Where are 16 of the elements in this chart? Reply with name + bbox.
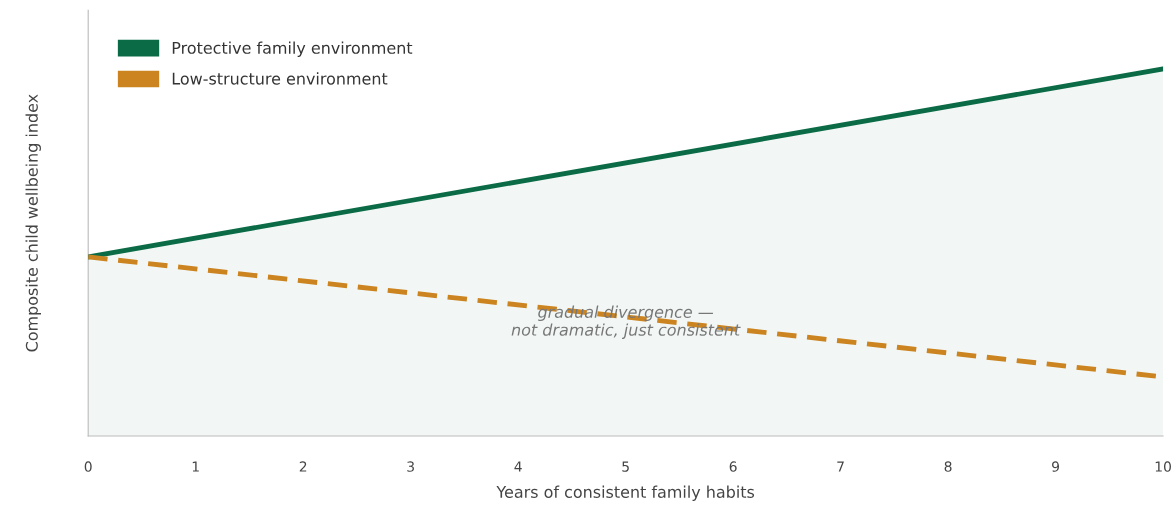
x-tick-label: 4 [514,461,522,472]
x-tick-label: 8 [944,461,952,472]
x-axis-title: Years of consistent family habits [496,485,755,502]
x-tick-label: 0 [84,461,92,472]
legend-label: Low-structure environment [172,72,388,85]
x-tick-label: 7 [837,461,844,472]
x-tick-label: 9 [1052,461,1060,472]
x-tick-label: 5 [622,461,629,472]
x-tick-label: 2 [299,461,307,472]
x-tick-label: 1 [192,461,199,472]
y-axis-title: Composite child wellbeing index [25,94,41,352]
annotation: gradual divergence — not dramatic, just consistent [511,305,741,339]
x-tick-label: 10 [1155,461,1171,472]
x-tick-label: 6 [729,461,737,472]
legend-label: Protective family environment [172,41,413,57]
x-tick-label: 3 [407,461,414,472]
